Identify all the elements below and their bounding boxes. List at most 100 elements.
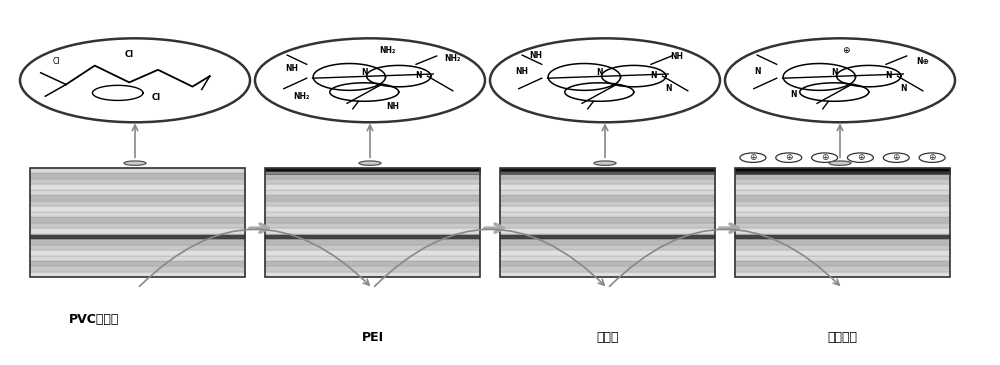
Bar <box>265 239 480 245</box>
Bar <box>265 195 480 201</box>
Bar <box>265 261 480 266</box>
Bar <box>500 168 715 173</box>
Bar <box>735 234 950 239</box>
Bar <box>265 168 480 173</box>
Bar <box>265 250 480 255</box>
Text: 交联剂: 交联剂 <box>596 331 619 344</box>
Bar <box>500 184 715 190</box>
Circle shape <box>20 38 250 122</box>
Bar <box>500 179 715 184</box>
Bar <box>30 245 245 250</box>
Bar <box>735 250 950 255</box>
Bar <box>735 179 950 184</box>
Bar <box>30 168 245 173</box>
Circle shape <box>776 153 802 162</box>
Text: ⊕: ⊕ <box>821 153 828 162</box>
Bar <box>265 168 480 171</box>
Text: 荷电试剂: 荷电试剂 <box>828 331 858 344</box>
Bar <box>30 190 245 195</box>
Bar <box>30 184 245 190</box>
Bar <box>265 272 480 277</box>
Text: NH₂: NH₂ <box>379 46 395 55</box>
Bar <box>500 266 715 272</box>
Bar <box>265 223 480 228</box>
Bar <box>500 217 715 223</box>
Bar <box>735 223 950 228</box>
Bar <box>735 261 950 266</box>
Bar <box>500 168 715 174</box>
Text: Cl: Cl <box>125 50 134 59</box>
Text: NH: NH <box>386 102 400 111</box>
Text: N: N <box>415 71 422 80</box>
Bar <box>735 168 950 173</box>
Bar <box>30 235 245 239</box>
Bar <box>735 173 950 179</box>
Bar <box>500 195 715 201</box>
Bar <box>735 266 950 272</box>
Bar <box>735 201 950 206</box>
Circle shape <box>740 153 766 162</box>
Text: N⊕: N⊕ <box>916 57 929 66</box>
Bar <box>735 235 950 239</box>
Text: Cl: Cl <box>151 93 160 103</box>
Bar <box>30 228 245 234</box>
Bar <box>735 245 950 250</box>
Text: N: N <box>885 71 892 80</box>
Text: N: N <box>596 68 602 77</box>
Ellipse shape <box>594 161 616 165</box>
Bar <box>265 235 480 239</box>
Bar <box>500 168 715 277</box>
Bar <box>30 168 245 277</box>
Bar <box>500 206 715 212</box>
Ellipse shape <box>124 161 146 165</box>
Bar <box>30 261 245 266</box>
Ellipse shape <box>829 161 851 165</box>
Bar <box>735 168 950 174</box>
Bar <box>500 228 715 234</box>
Bar <box>500 223 715 228</box>
Bar <box>500 235 715 239</box>
Bar <box>735 272 950 277</box>
Text: NH₂: NH₂ <box>445 54 461 63</box>
Text: N: N <box>754 66 760 76</box>
Bar <box>500 255 715 261</box>
Text: NH: NH <box>530 51 542 61</box>
Bar <box>500 168 715 171</box>
Bar <box>500 250 715 255</box>
Bar <box>500 212 715 217</box>
Bar <box>735 168 950 171</box>
Bar <box>500 201 715 206</box>
Bar <box>30 223 245 228</box>
Bar <box>30 217 245 223</box>
Text: ⊕: ⊕ <box>928 153 936 162</box>
Bar <box>30 206 245 212</box>
Bar <box>500 261 715 266</box>
Text: ⊕: ⊕ <box>893 153 900 162</box>
Bar <box>30 179 245 184</box>
Bar <box>30 239 245 245</box>
Bar <box>735 168 950 277</box>
Bar <box>500 245 715 250</box>
Bar <box>265 255 480 261</box>
Bar <box>265 184 480 190</box>
Bar <box>265 201 480 206</box>
Text: ⊕: ⊕ <box>785 153 792 162</box>
Bar <box>265 179 480 184</box>
Text: N: N <box>900 84 906 93</box>
Bar <box>735 239 950 245</box>
Bar <box>265 173 480 179</box>
Bar <box>30 173 245 179</box>
Text: NH: NH <box>285 64 298 73</box>
Bar <box>265 168 480 277</box>
Bar <box>735 228 950 234</box>
Circle shape <box>883 153 909 162</box>
Bar <box>735 195 950 201</box>
Bar <box>265 266 480 272</box>
Circle shape <box>812 153 838 162</box>
Bar <box>265 168 480 174</box>
Text: Cl: Cl <box>53 57 61 66</box>
Bar <box>500 234 715 239</box>
Text: ⊕: ⊕ <box>857 153 864 162</box>
Circle shape <box>725 38 955 122</box>
Bar <box>500 272 715 277</box>
